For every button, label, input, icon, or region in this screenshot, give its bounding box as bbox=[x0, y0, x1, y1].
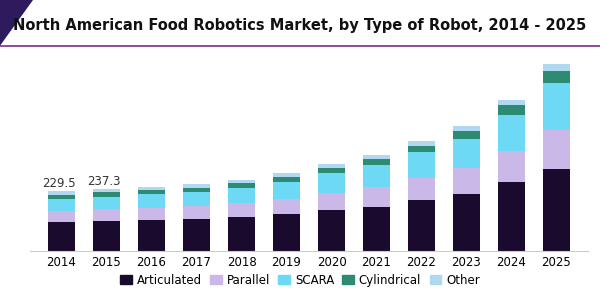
Bar bbox=[362, 165, 391, 187]
Bar bbox=[452, 168, 481, 194]
Bar bbox=[47, 191, 76, 195]
Bar bbox=[317, 168, 346, 173]
Bar bbox=[92, 221, 121, 251]
Bar bbox=[47, 222, 76, 251]
Bar bbox=[272, 173, 301, 177]
Bar bbox=[227, 180, 256, 183]
Bar bbox=[542, 83, 571, 130]
Bar bbox=[227, 203, 256, 217]
Bar bbox=[497, 151, 526, 182]
Bar bbox=[182, 188, 211, 192]
Bar bbox=[317, 164, 346, 168]
Bar bbox=[497, 100, 526, 105]
Bar bbox=[227, 183, 256, 188]
Bar bbox=[407, 178, 436, 200]
Bar bbox=[92, 197, 121, 209]
Bar bbox=[227, 188, 256, 203]
Bar bbox=[362, 207, 391, 251]
Bar bbox=[182, 219, 211, 251]
Bar bbox=[92, 189, 121, 193]
Bar bbox=[542, 71, 571, 83]
Bar bbox=[497, 182, 526, 251]
Bar bbox=[497, 105, 526, 115]
Bar bbox=[137, 187, 166, 190]
Bar bbox=[407, 153, 436, 178]
Bar bbox=[407, 200, 436, 251]
Bar bbox=[137, 220, 166, 251]
Bar bbox=[362, 159, 391, 165]
Bar bbox=[362, 155, 391, 159]
Bar bbox=[272, 182, 301, 199]
Bar bbox=[182, 206, 211, 219]
Bar bbox=[137, 194, 166, 208]
Bar bbox=[92, 193, 121, 197]
Bar bbox=[317, 193, 346, 210]
Bar bbox=[272, 214, 301, 251]
Polygon shape bbox=[0, 0, 33, 46]
Bar bbox=[407, 141, 436, 146]
Bar bbox=[542, 130, 571, 169]
Bar bbox=[47, 195, 76, 199]
Text: North American Food Robotics Market, by Type of Robot, 2014 - 2025: North American Food Robotics Market, by … bbox=[13, 18, 587, 33]
Bar bbox=[92, 209, 121, 221]
Bar bbox=[272, 199, 301, 214]
Bar bbox=[362, 187, 391, 207]
Bar bbox=[137, 190, 166, 194]
Bar bbox=[182, 184, 211, 188]
Bar bbox=[452, 131, 481, 139]
Bar bbox=[182, 192, 211, 206]
Bar bbox=[317, 210, 346, 251]
Bar bbox=[317, 173, 346, 193]
Bar bbox=[452, 194, 481, 251]
Bar bbox=[452, 139, 481, 168]
Bar bbox=[137, 208, 166, 220]
Bar bbox=[47, 199, 76, 211]
Bar bbox=[497, 115, 526, 151]
Bar bbox=[542, 169, 571, 251]
Bar bbox=[407, 146, 436, 153]
Legend: Articulated, Parallel, SCARA, Cylindrical, Other: Articulated, Parallel, SCARA, Cylindrica… bbox=[118, 271, 482, 289]
Bar bbox=[542, 64, 571, 71]
Text: 237.3: 237.3 bbox=[88, 175, 121, 188]
Bar bbox=[452, 126, 481, 131]
Bar bbox=[227, 217, 256, 251]
Bar bbox=[272, 177, 301, 182]
Bar bbox=[47, 211, 76, 222]
Text: 229.5: 229.5 bbox=[43, 177, 76, 190]
